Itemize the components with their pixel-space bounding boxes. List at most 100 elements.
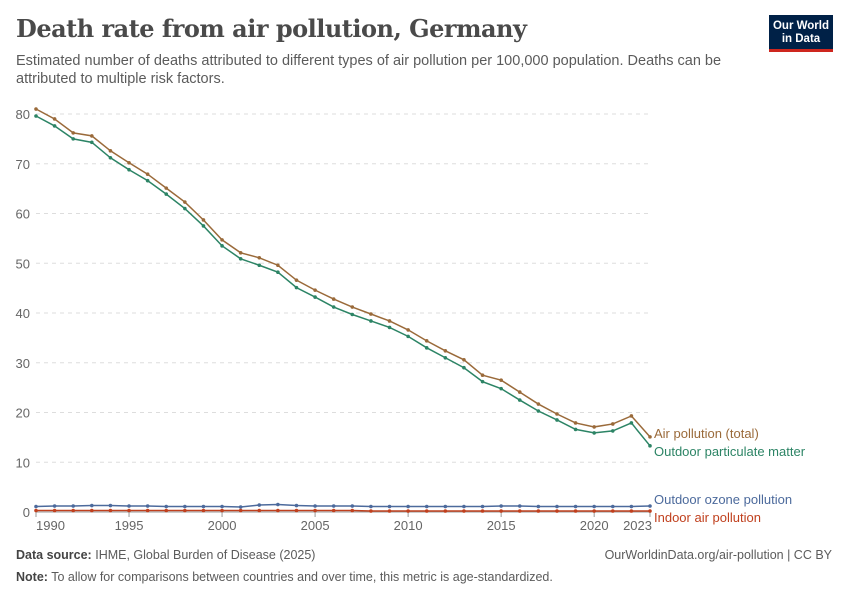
data-point [555, 509, 559, 513]
data-point [127, 508, 131, 513]
series-label: Outdoor particulate matter [654, 444, 806, 459]
data-point [127, 167, 131, 172]
data-point [443, 504, 448, 509]
data-point [350, 312, 355, 317]
data-point [238, 256, 243, 261]
data-point [108, 503, 113, 508]
data-point [629, 414, 634, 418]
data-point [573, 421, 578, 425]
data-point [555, 412, 559, 416]
data-point [369, 319, 373, 323]
chart-title: Death rate from air pollution, Germany [16, 14, 527, 43]
data-point [350, 305, 355, 309]
data-point [220, 238, 224, 242]
y-tick-label: 60 [16, 207, 30, 222]
data-point [183, 206, 187, 211]
data-point [517, 398, 522, 402]
series-line-0 [35, 108, 651, 438]
note-text: To allow for comparisons between countri… [51, 570, 553, 584]
data-point [424, 504, 429, 509]
data-point [648, 509, 652, 513]
data-point [108, 149, 113, 153]
data-point [145, 508, 150, 513]
data-point [648, 504, 652, 508]
y-tick-label: 30 [16, 356, 30, 371]
data-point [238, 251, 243, 255]
data-point [480, 379, 485, 384]
data-point [369, 312, 373, 316]
data-point [145, 172, 150, 176]
data-point [52, 117, 57, 121]
source-text[interactable]: IHME, Global Burden of Disease (2025) [95, 548, 316, 562]
data-point [387, 319, 392, 323]
data-point [108, 155, 113, 160]
data-point [201, 504, 206, 509]
data-point [406, 328, 410, 332]
owid-logo[interactable]: Our World in Data [769, 15, 833, 52]
series-line-2 [35, 503, 651, 508]
data-point [517, 390, 522, 394]
data-point [462, 509, 466, 513]
data-point [406, 504, 410, 509]
data-point [536, 402, 541, 406]
data-point [164, 186, 169, 190]
data-point [52, 504, 57, 508]
data-point [276, 263, 280, 268]
data-point [536, 509, 541, 513]
data-point [52, 124, 57, 128]
data-point [331, 504, 336, 508]
data-point [480, 373, 485, 377]
x-tick-label: 2005 [301, 518, 330, 533]
url-license[interactable]: OurWorldinData.org/air-pollution | CC BY [604, 548, 832, 562]
data-point [499, 509, 503, 513]
note-label: Note: [16, 570, 48, 584]
data-point [183, 508, 187, 513]
data-point [90, 503, 94, 508]
data-point [276, 508, 280, 513]
data-point [369, 504, 373, 509]
data-point [71, 504, 76, 508]
data-point [164, 192, 169, 196]
y-tick-label: 50 [16, 256, 30, 271]
data-point [34, 114, 38, 118]
series-label: Outdoor ozone pollution [654, 492, 792, 507]
data-point [71, 508, 76, 513]
data-point [592, 504, 596, 509]
x-tick-label: 2020 [580, 518, 609, 533]
data-point [164, 508, 169, 513]
data-point [406, 509, 410, 513]
data-point [238, 508, 243, 513]
data-point [629, 421, 634, 425]
data-point [127, 504, 131, 508]
data-point [610, 509, 615, 513]
data-point [34, 504, 38, 509]
x-tick-label: 2023 [623, 518, 652, 533]
data-point [517, 509, 522, 513]
data-point [592, 425, 596, 429]
data-point [294, 278, 299, 282]
data-point [462, 357, 466, 362]
data-point [369, 509, 373, 513]
data-point [71, 131, 76, 135]
data-point [462, 365, 466, 370]
data-point [499, 386, 503, 391]
data-point [462, 504, 466, 509]
x-tick-label: 1990 [36, 518, 65, 533]
data-point [648, 444, 652, 448]
data-point [294, 285, 299, 290]
source-label: Data source: [16, 548, 92, 562]
data-point [108, 508, 113, 513]
data-point [313, 288, 317, 292]
data-point [313, 504, 317, 508]
data-point [555, 418, 559, 422]
data-point [90, 140, 94, 145]
data-point [34, 107, 38, 111]
data-point [610, 429, 615, 433]
data-point [424, 346, 429, 350]
chart-subtitle: Estimated number of deaths attributed to… [16, 53, 722, 87]
data-point [443, 355, 448, 360]
data-point [443, 349, 448, 353]
x-tick-label: 2000 [208, 518, 237, 533]
